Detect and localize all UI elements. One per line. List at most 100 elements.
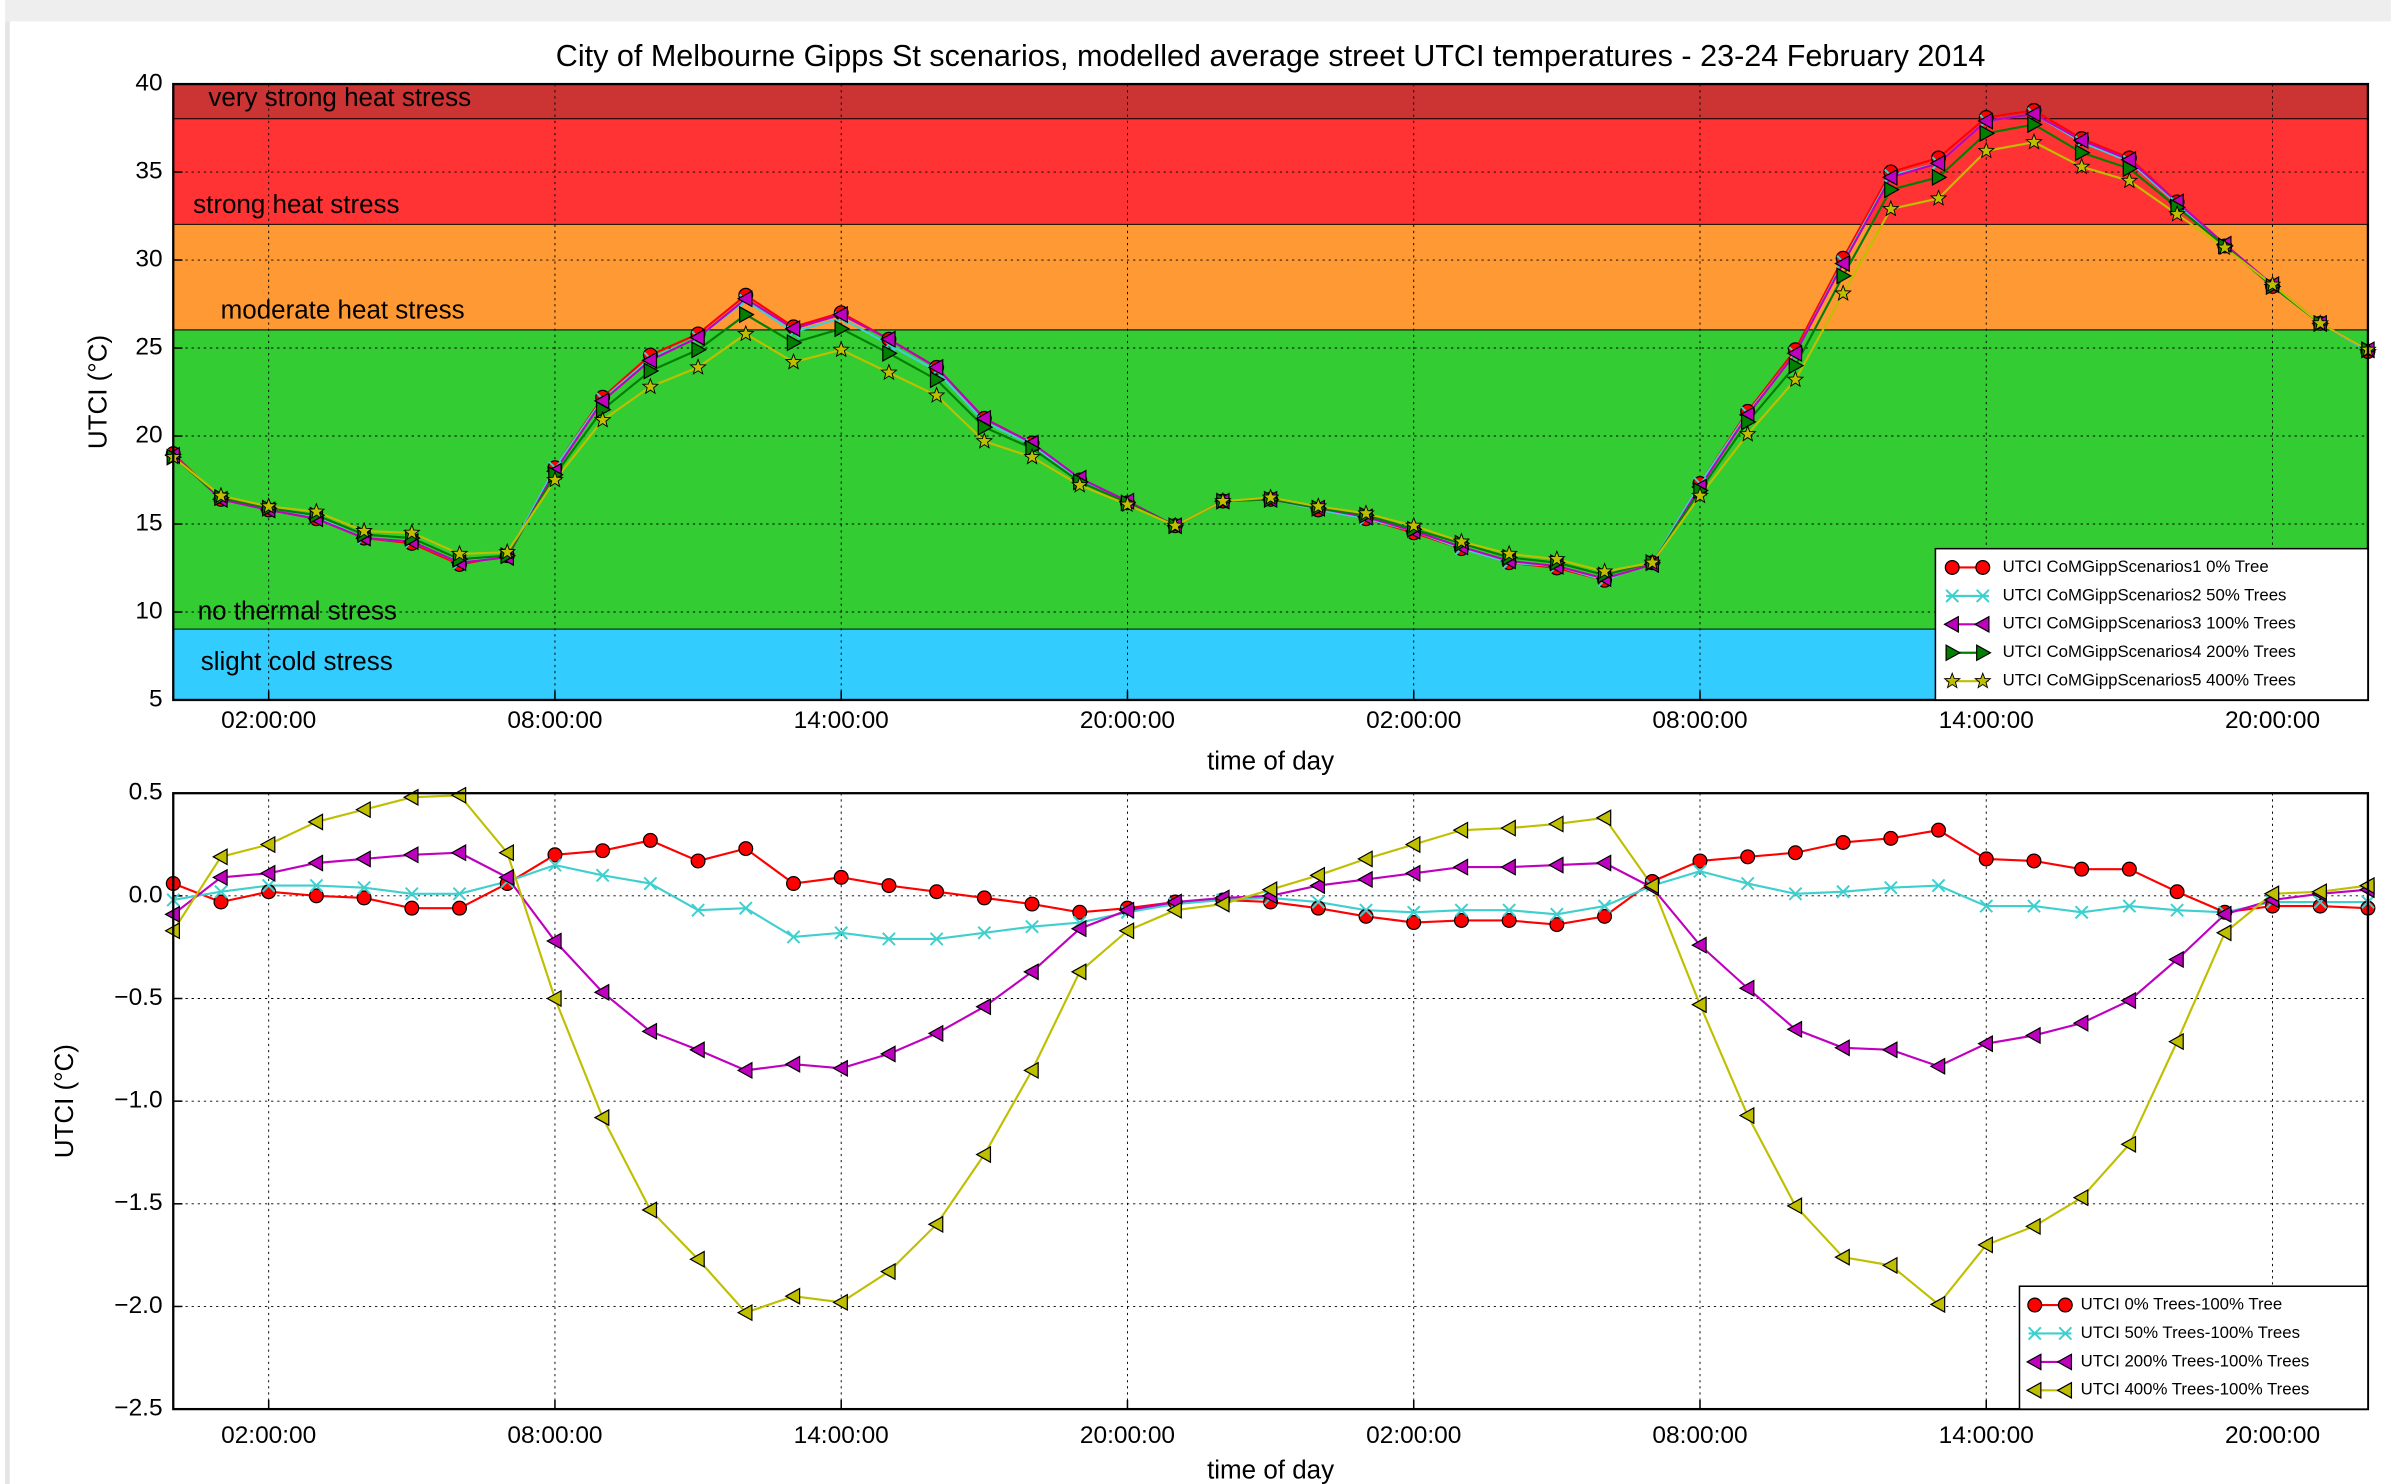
x-tick-label: 02:00:00 <box>1366 1422 1461 1449</box>
data-point <box>546 470 564 488</box>
data-point <box>1550 907 1564 922</box>
data-point <box>1740 849 1756 865</box>
data-point <box>212 486 230 504</box>
data-point <box>1070 963 1087 981</box>
data-point <box>977 925 992 940</box>
data-point <box>642 832 658 848</box>
data-point <box>1404 835 1421 854</box>
data-point <box>1357 870 1373 889</box>
data-point <box>1404 516 1423 534</box>
data-point <box>2027 899 2041 913</box>
band-label: no thermal stress <box>198 596 397 626</box>
data-point <box>1788 356 1805 375</box>
data-point <box>2312 898 2328 914</box>
data-point <box>2025 1026 2041 1045</box>
data-point <box>691 903 705 918</box>
data-point <box>1024 896 1040 912</box>
data-point <box>1881 168 1898 187</box>
data-point <box>1834 1039 1850 1057</box>
data-point <box>927 358 944 377</box>
data-point <box>452 900 468 916</box>
data-point <box>2025 132 2043 150</box>
data-point <box>355 800 371 819</box>
legend-label: UTCI 200% Trees-100% Trees <box>2081 1351 2310 1370</box>
data-point <box>595 868 610 883</box>
data-point <box>1738 424 1757 442</box>
data-point <box>1070 476 1089 493</box>
data-point <box>1836 267 1853 285</box>
data-point <box>1881 1041 1898 1059</box>
data-point <box>259 835 276 854</box>
y-axis-label: UTCI (°C) <box>83 335 113 449</box>
data-point <box>2311 883 2327 901</box>
data-point <box>1166 901 1182 919</box>
x-tick-label: 02:00:00 <box>221 1422 316 1449</box>
data-point <box>546 932 562 950</box>
data-point <box>1643 553 1662 571</box>
data-point <box>547 847 563 863</box>
y-tick-label: 25 <box>135 333 162 360</box>
data-point <box>880 1045 896 1063</box>
data-point <box>929 884 945 900</box>
data-point <box>1929 154 1946 172</box>
data-point <box>2121 861 2137 877</box>
data-point <box>308 888 324 904</box>
data-point <box>2072 131 2089 150</box>
y-tick-label: −2.0 <box>114 1292 162 1319</box>
data-point <box>641 1201 658 1219</box>
data-point <box>1309 497 1328 514</box>
data-point <box>927 1215 944 1234</box>
data-point <box>1406 915 1422 931</box>
plot-frame <box>172 792 2370 1411</box>
band-label: strong heat stress <box>193 189 399 219</box>
data-point <box>1979 124 1996 143</box>
data-point <box>1691 486 1709 504</box>
data-point <box>2263 885 2280 903</box>
data-point <box>2216 238 2234 256</box>
data-point <box>1740 876 1755 891</box>
legend-marker <box>2057 1297 2073 1313</box>
data-point <box>1786 344 1803 362</box>
y-tick-label: 0.0 <box>129 881 163 908</box>
data-point <box>2027 115 2043 134</box>
data-point <box>593 983 610 1002</box>
data-point <box>2215 905 2232 924</box>
data-point <box>1547 856 1564 874</box>
data-point <box>1834 1248 1850 1266</box>
data-point <box>2169 884 2185 900</box>
x-tick-label: 14:00:00 <box>1939 707 2034 734</box>
data-point <box>736 290 753 308</box>
data-point <box>355 850 371 868</box>
data-point <box>1834 254 1850 273</box>
data-point <box>736 324 755 342</box>
data-point <box>1882 199 1900 217</box>
legend-label: UTCI 400% Trees-100% Trees <box>2081 1380 2310 1399</box>
data-point <box>1452 821 1469 839</box>
y-tick-label: −1.0 <box>114 1087 162 1114</box>
x-tick-label: 20:00:00 <box>2225 707 2320 734</box>
data-point <box>259 864 276 882</box>
data-point <box>404 900 420 916</box>
left-strip <box>5 21 10 1484</box>
data-point <box>309 878 324 893</box>
data-point <box>404 886 419 901</box>
stress-band <box>173 224 2368 331</box>
data-point <box>1118 901 1135 919</box>
data-point <box>403 523 421 541</box>
x-tick-label: 08:00:00 <box>507 707 602 734</box>
data-point <box>1786 1197 1803 1215</box>
legend-label: UTCI CoMGippScenarios4 200% Trees <box>2003 642 2296 661</box>
data-point <box>1929 189 1948 206</box>
data-point <box>1261 881 1278 899</box>
data-point <box>882 932 896 946</box>
data-point <box>1979 899 1994 913</box>
data-point <box>355 521 373 539</box>
data-point <box>498 868 514 887</box>
data-point <box>641 351 658 370</box>
data-point <box>1978 851 1994 867</box>
data-point <box>1404 864 1421 882</box>
data-point <box>880 1262 896 1281</box>
data-point <box>1834 284 1852 301</box>
data-point <box>593 410 612 428</box>
